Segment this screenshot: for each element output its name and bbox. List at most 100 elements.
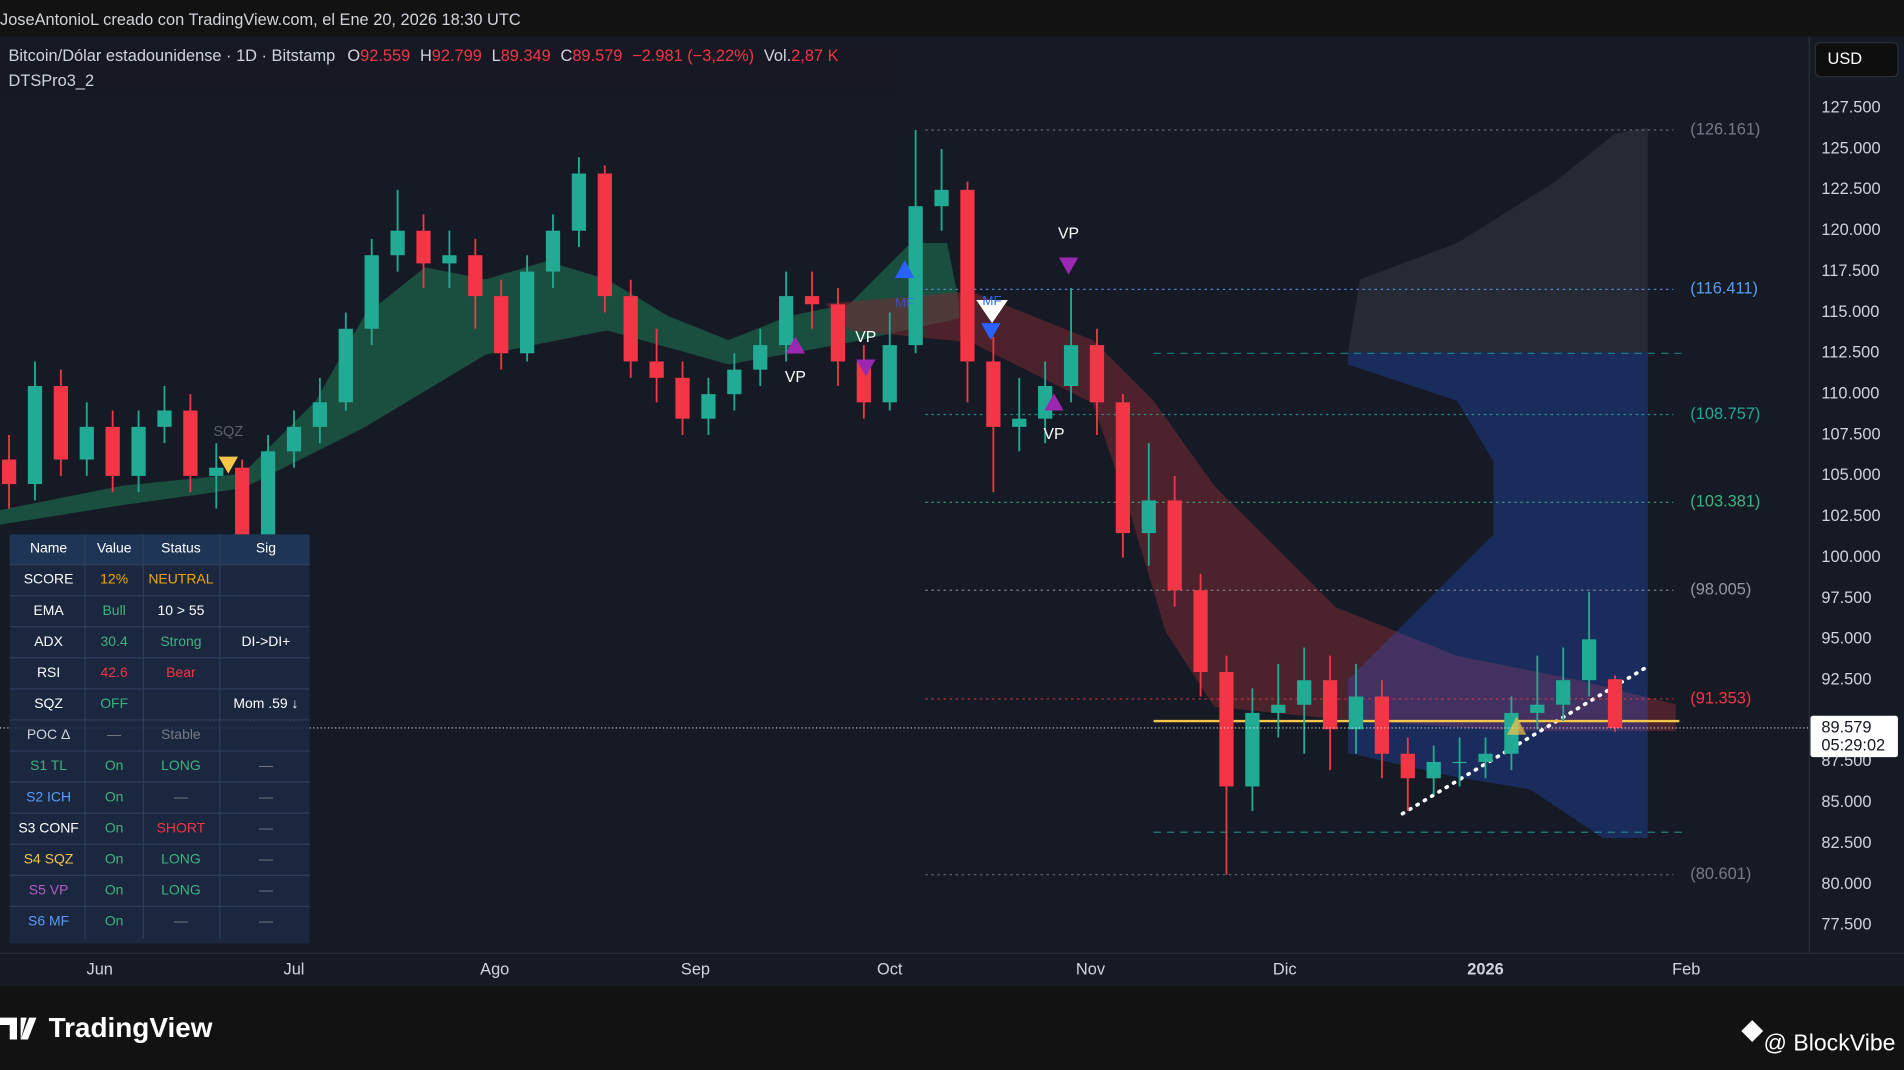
table-cell: 30.4 [101, 633, 128, 649]
y-tick-label: 120.000 [1821, 221, 1880, 239]
table-cell: SHORT [157, 819, 206, 835]
candle-body [312, 402, 328, 427]
legend-title: Bitcoin/Dólar estadounidense · 1D · Bits… [9, 48, 336, 66]
candle-body [1219, 672, 1234, 787]
y-tick-label: 95.000 [1821, 630, 1871, 648]
table-cell: S3 CONF [18, 819, 78, 835]
y-tick-label: 107.500 [1821, 425, 1880, 443]
y-tick-label: 115.000 [1821, 303, 1879, 321]
level-label: (80.601) [1690, 865, 1751, 883]
table-cell: LONG [161, 882, 201, 898]
candle-body [727, 369, 742, 395]
candle-body [830, 304, 846, 362]
table-cell: — [259, 851, 273, 867]
x-tick-label: Feb [1672, 961, 1700, 979]
candle-body [53, 385, 68, 460]
candle-body [986, 361, 1001, 427]
table-cell: On [105, 757, 124, 773]
candle-body [27, 385, 43, 485]
sqz-marker [1506, 716, 1527, 735]
annotation: MF [895, 295, 914, 310]
table-cell: On [105, 788, 124, 804]
table-cell: NEUTRAL [148, 571, 213, 587]
table-cell: On [105, 913, 124, 929]
x-tick-label: Ago [480, 961, 509, 979]
y-tick-label: 97.500 [1821, 589, 1871, 607]
table-cell: Stable [161, 726, 201, 742]
level-label: (91.353) [1690, 689, 1751, 707]
candle-body [416, 230, 431, 264]
candle-body [1193, 590, 1208, 673]
tv-logo [0, 1017, 37, 1040]
mf-marker [976, 300, 1008, 324]
x-tick-label: 2026 [1467, 961, 1503, 979]
table-cell: Bear [166, 664, 196, 680]
table-cell: On [105, 851, 124, 867]
candle-body [286, 426, 302, 452]
x-tick-label: Jun [87, 961, 113, 979]
candle-body [235, 467, 250, 542]
table-cell: 10 > 55 [157, 602, 204, 618]
watermark-logo [1741, 1020, 1764, 1042]
candle-body [960, 189, 975, 362]
y-tick-label: 85.000 [1821, 793, 1871, 811]
annotation: VP [785, 369, 806, 386]
x-tick-label: Nov [1076, 961, 1106, 979]
candle-body [1141, 500, 1156, 534]
legend: Bitcoin/Dólar estadounidense · 1D · Bits… [9, 48, 839, 66]
table-cell: EMA [33, 602, 64, 618]
table-cell: RSI [37, 664, 60, 680]
table-cell: S4 SQZ [24, 851, 74, 867]
table-cell: S2 ICH [26, 788, 71, 804]
table-cell: S5 VP [29, 882, 69, 898]
candle-body [804, 296, 820, 305]
table-cell: 12% [100, 571, 128, 587]
candle-body [1478, 753, 1493, 762]
currency-button[interactable] [1814, 41, 1899, 78]
candle-body [779, 296, 794, 346]
legend-bg [0, 43, 899, 95]
mf-marker [894, 259, 915, 279]
candle-body [260, 451, 276, 542]
candle-body [1607, 679, 1623, 728]
table-cell: LONG [161, 851, 201, 867]
y-tick-label: 125.000 [1821, 139, 1880, 157]
status-table: Name Value Status Sig SCORE 12% NEUTRAL EMA Bull… [9, 534, 310, 944]
vp-marker [785, 336, 806, 354]
candle-body [1089, 345, 1105, 403]
table-cell: POC Δ [27, 726, 70, 742]
table-cell: SQZ [34, 695, 63, 711]
cloud-green [0, 242, 960, 525]
watermark: @ BlockVibe [1764, 1029, 1896, 1055]
currency[interactable]: USD [1828, 50, 1863, 68]
credit: JoseAntonioL creado con TradingView.com,… [0, 11, 521, 29]
y-tick-label: 80.000 [1821, 875, 1871, 893]
legend-volume: 2,87 K [791, 48, 838, 66]
legend-close: 89.579 [572, 48, 622, 66]
brand: TradingView [49, 1012, 213, 1043]
table-cell: — [174, 788, 188, 804]
y-tick-label: 82.500 [1821, 834, 1871, 852]
legend-key: C [561, 48, 573, 66]
candle-body [1530, 704, 1545, 713]
annotation: MF [982, 293, 1001, 308]
candle-body [1322, 680, 1338, 730]
legend-key: L [492, 48, 501, 66]
candle-body [649, 361, 664, 378]
legend-open: 92.559 [360, 48, 410, 66]
countdown: 05:29:02 [1821, 736, 1885, 754]
vp-marker [856, 359, 876, 377]
y-tick-label: 117.500 [1821, 262, 1879, 280]
candle-body [1297, 680, 1312, 705]
candle-body [131, 426, 146, 476]
annotation: VP [1043, 426, 1064, 443]
candle-body [597, 173, 612, 297]
candle-body [494, 296, 509, 354]
candle-body [157, 410, 172, 427]
candle-body [1452, 761, 1467, 764]
table-header: Name [30, 540, 67, 556]
level-label: (98.005) [1690, 581, 1751, 599]
volume-profile [1347, 352, 1648, 838]
candle-body [701, 394, 716, 419]
y-tick-label: 100.000 [1821, 548, 1880, 566]
